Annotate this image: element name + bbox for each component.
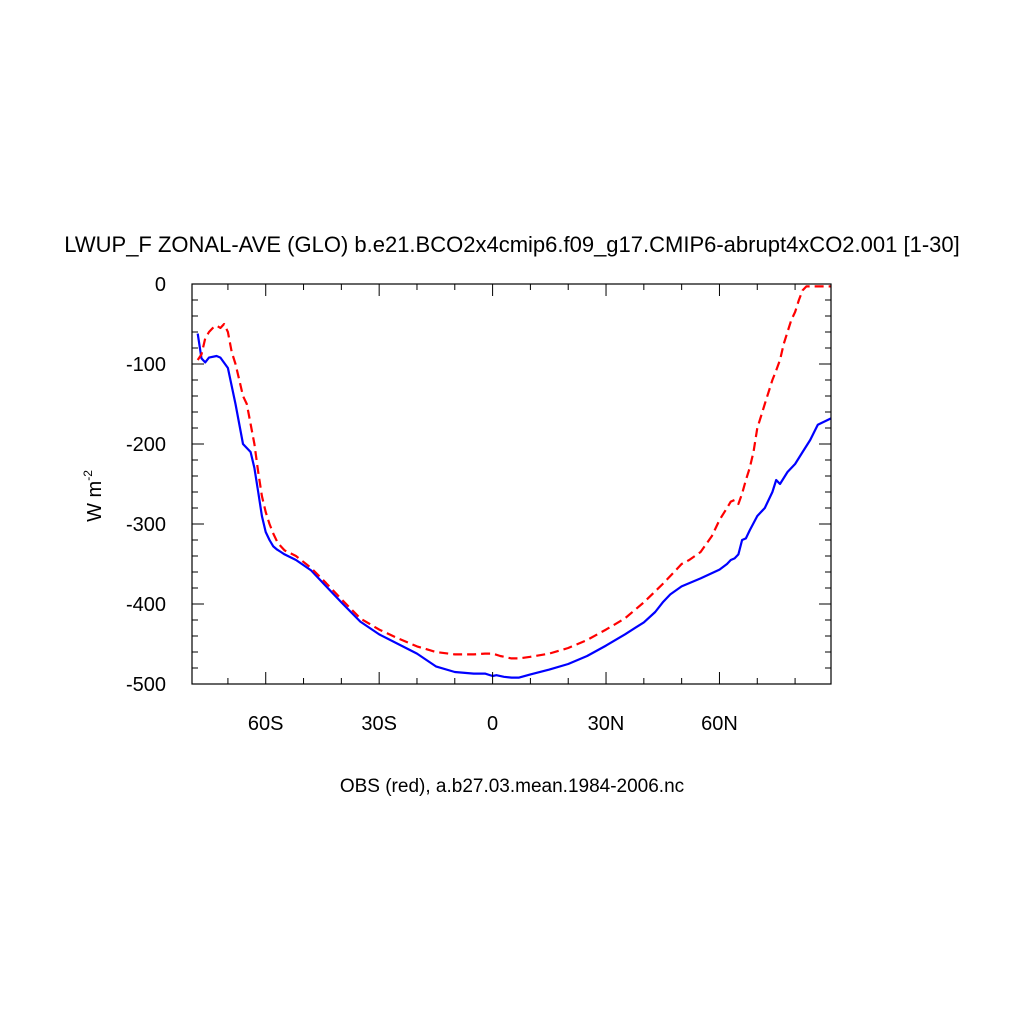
series-line-model <box>196 333 832 679</box>
y-tick-label: 0 <box>155 274 166 296</box>
y-tick-label: -100 <box>126 354 166 376</box>
series-line-obs <box>196 285 831 660</box>
x-axis-label: OBS (red), a.b27.03.mean.1984-2006.nc <box>340 776 684 797</box>
plot-frame <box>191 283 832 685</box>
chart-title: LWUP_F ZONAL-AVE (GLO) b.e21.BCO2x4cmip6… <box>64 232 959 257</box>
svg-text:W m-2: W m-2 <box>81 470 106 522</box>
plot-area: 0 -100 -200 -300 -400 -500 60S 30S 0 30N 60N <box>126 274 832 735</box>
y-tick-label: -300 <box>126 514 166 536</box>
x-tick-label: 30N <box>588 713 625 735</box>
x-tick-label: 0 <box>487 713 498 735</box>
x-tick-label: 60N <box>701 713 738 735</box>
y-axis-label-text: W m <box>84 481 106 522</box>
y-axis-label-exponent: -2 <box>81 470 95 481</box>
y-tick-label: -400 <box>126 594 166 616</box>
x-tick-label: 30S <box>361 713 397 735</box>
x-tick-label: 60S <box>248 713 284 735</box>
y-axis-label: W m-2 <box>81 470 106 522</box>
y-tick-label: -500 <box>126 674 166 696</box>
y-tick-label: -200 <box>126 434 166 456</box>
